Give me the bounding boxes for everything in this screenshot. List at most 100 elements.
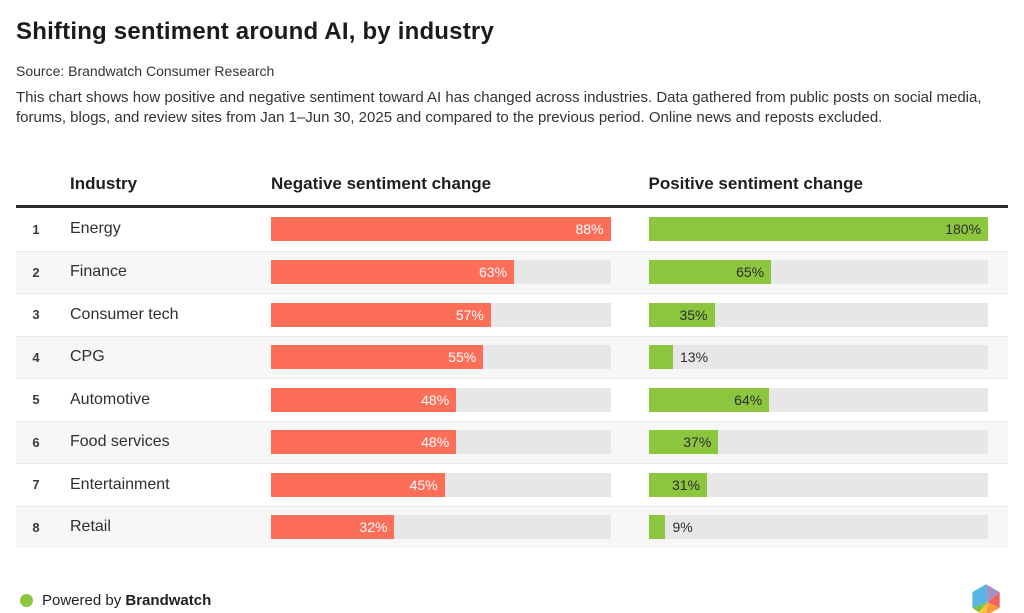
table-row: 8 Retail 32% 9% bbox=[16, 505, 1008, 548]
table-row: 4 CPG 55% 13% bbox=[16, 335, 1008, 378]
negative-value-label: 63% bbox=[479, 264, 508, 281]
brandwatch-logo-icon bbox=[972, 584, 1000, 613]
rank: 5 bbox=[32, 392, 40, 408]
positive-value-label: 37% bbox=[683, 434, 712, 451]
sentiment-table: Industry Negative sentiment change Posit… bbox=[16, 174, 1008, 548]
page-title: Shifting sentiment around AI, by industr… bbox=[16, 18, 494, 45]
table-row: 5 Automotive 48% 64% bbox=[16, 378, 1008, 421]
negative-value-label: 45% bbox=[409, 476, 438, 493]
powered-by-label: Powered by bbox=[42, 591, 122, 609]
negative-bar-cell: 48% bbox=[271, 387, 611, 412]
negative-value-label: 48% bbox=[421, 434, 450, 451]
column-header-positive: Positive sentiment change bbox=[648, 174, 863, 193]
negative-value-label: 55% bbox=[448, 349, 477, 366]
negative-bar: 48% bbox=[271, 387, 457, 412]
column-header-negative: Negative sentiment change bbox=[271, 174, 492, 193]
positive-bar: 37% bbox=[648, 430, 719, 455]
negative-bar-cell: 32% bbox=[271, 515, 611, 540]
positive-value-label: 64% bbox=[734, 391, 763, 408]
brandwatch-dot-icon bbox=[20, 593, 33, 607]
negative-bar-cell: 55% bbox=[271, 345, 611, 370]
negative-value-label: 32% bbox=[359, 519, 388, 536]
negative-bar-track: 55% bbox=[271, 345, 611, 370]
negative-value-label: 88% bbox=[575, 221, 604, 238]
negative-bar-track: 48% bbox=[271, 387, 611, 412]
table-row: 7 Entertainment 45% 31% bbox=[16, 463, 1008, 506]
positive-bar-track: 31% bbox=[648, 472, 988, 497]
industry-name: Retail bbox=[70, 518, 111, 536]
column-header-industry: Industry bbox=[70, 174, 138, 193]
negative-bar-cell: 45% bbox=[271, 472, 611, 497]
table-header-row: Industry Negative sentiment change Posit… bbox=[16, 174, 1008, 208]
industry-name: Finance bbox=[70, 263, 127, 281]
negative-value-label: 57% bbox=[455, 306, 484, 323]
negative-bar: 88% bbox=[271, 217, 611, 242]
positive-bar-cell: 13% bbox=[648, 345, 988, 370]
negative-bar: 63% bbox=[271, 260, 515, 285]
negative-bar-track: 45% bbox=[271, 472, 611, 497]
positive-bar-track: 9% bbox=[648, 515, 988, 540]
rank: 6 bbox=[32, 434, 40, 450]
negative-bar-track: 48% bbox=[271, 430, 611, 455]
positive-bar-track: 64% bbox=[648, 387, 988, 412]
negative-bar-track: 88% bbox=[271, 217, 611, 242]
table-row: 6 Food services 48% 37% bbox=[16, 420, 1008, 463]
positive-bar: 35% bbox=[648, 302, 715, 327]
positive-bar-cell: 37% bbox=[648, 430, 988, 455]
powered-by: Powered by Brandwatch bbox=[20, 592, 211, 609]
negative-bar-cell: 88% bbox=[271, 217, 611, 242]
rank: 2 bbox=[32, 264, 40, 280]
negative-bar-cell: 48% bbox=[271, 430, 611, 455]
positive-value-label: 35% bbox=[679, 306, 708, 323]
positive-bar-track: 65% bbox=[648, 260, 988, 285]
brand-name: Brandwatch bbox=[125, 591, 212, 609]
negative-bar: 48% bbox=[271, 430, 457, 455]
positive-bar: 180% bbox=[648, 217, 988, 242]
table-row: 1 Energy 88% 180% bbox=[16, 208, 1008, 251]
positive-bar-cell: 180% bbox=[648, 217, 988, 242]
negative-bar-cell: 63% bbox=[271, 260, 611, 285]
industry-name: Consumer tech bbox=[70, 305, 179, 323]
rank: 1 bbox=[32, 221, 40, 237]
positive-value-label: 65% bbox=[736, 264, 765, 281]
positive-bar-track: 37% bbox=[648, 430, 988, 455]
positive-value-label: 13% bbox=[680, 349, 709, 366]
footer: Powered by Brandwatch bbox=[16, 582, 1008, 613]
rank: 3 bbox=[32, 307, 40, 323]
negative-value-label: 48% bbox=[421, 391, 450, 408]
positive-bar: 64% bbox=[648, 387, 770, 412]
positive-bar-track: 35% bbox=[648, 302, 988, 327]
positive-bar-track: 13% bbox=[648, 345, 988, 370]
negative-bar: 45% bbox=[271, 472, 445, 497]
positive-value-label: 9% bbox=[672, 519, 693, 536]
positive-value-label: 180% bbox=[945, 221, 981, 238]
positive-bar-cell: 31% bbox=[648, 472, 988, 497]
positive-bar: 65% bbox=[648, 260, 772, 285]
positive-bar-cell: 35% bbox=[648, 302, 988, 327]
positive-bar: 31% bbox=[648, 472, 707, 497]
table-row: 3 Consumer tech 57% 35% bbox=[16, 293, 1008, 336]
table-row: 2 Finance 63% 65% bbox=[16, 250, 1008, 293]
negative-bar: 55% bbox=[271, 345, 484, 370]
positive-bar-cell: 65% bbox=[648, 260, 988, 285]
table-body: 1 Energy 88% 180% 2 Finance 63% bbox=[16, 208, 1008, 548]
industry-name: Food services bbox=[70, 433, 170, 451]
negative-bar-cell: 57% bbox=[271, 302, 611, 327]
chart-description: This chart shows how positive and negati… bbox=[16, 89, 982, 126]
negative-bar: 32% bbox=[271, 515, 395, 540]
positive-bar-track: 180% bbox=[648, 217, 988, 242]
positive-bar-cell: 64% bbox=[648, 387, 988, 412]
powered-by-text: Powered by Brandwatch bbox=[42, 592, 211, 609]
industry-name: Energy bbox=[70, 220, 121, 238]
positive-value-label: 31% bbox=[671, 476, 700, 493]
industry-name: CPG bbox=[70, 348, 105, 366]
positive-bar: 13% bbox=[648, 345, 708, 370]
positive-bar: 9% bbox=[648, 515, 693, 540]
rank: 8 bbox=[32, 519, 40, 535]
rank: 7 bbox=[32, 477, 40, 493]
negative-bar-track: 32% bbox=[271, 515, 611, 540]
source-line: Source: Brandwatch Consumer Research bbox=[16, 63, 275, 79]
industry-name: Automotive bbox=[70, 390, 151, 408]
positive-bar-cell: 9% bbox=[648, 515, 988, 540]
